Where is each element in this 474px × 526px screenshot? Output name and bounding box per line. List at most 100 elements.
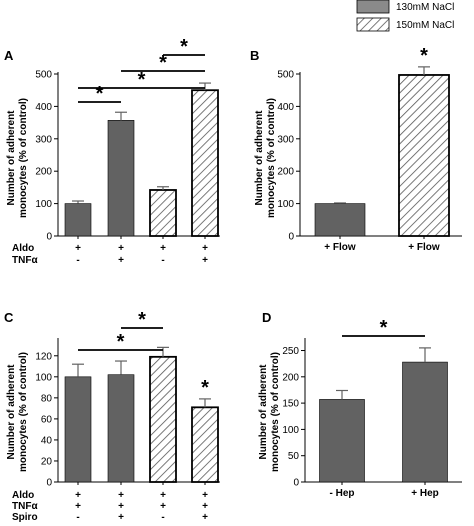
- condition-name: TNFα: [12, 255, 38, 266]
- condition-mark: +: [160, 490, 166, 501]
- legend-swatch-hatched: [356, 17, 390, 32]
- condition-mark: +: [202, 512, 208, 523]
- y-tick-label: 200: [35, 167, 52, 178]
- bar: [191, 89, 219, 237]
- x-tick-label: + Hep: [411, 488, 439, 499]
- ylabel-a: Number of adherentmonocytes (% of contro…: [6, 98, 29, 218]
- y-tick-label: 100: [282, 425, 299, 436]
- condition-mark: -: [161, 255, 164, 266]
- legend-label-hatched: 150mM NaCl: [396, 20, 454, 31]
- condition-name: TNFα: [12, 501, 38, 512]
- condition-name: Spiro: [12, 512, 38, 523]
- significance-star: *: [96, 83, 104, 105]
- ylabel-d-line2: monocytes (% of control): [270, 352, 281, 472]
- y-tick-label: 80: [41, 393, 53, 404]
- y-tick-label: 0: [46, 478, 52, 489]
- y-tick-label: 400: [277, 102, 294, 113]
- legend-label-solid: 130mM NaCl: [396, 2, 454, 13]
- panel-label-d: D: [262, 310, 271, 325]
- condition-mark: +: [202, 243, 208, 254]
- bar: [398, 74, 450, 237]
- bar: [64, 203, 92, 237]
- bar: [149, 355, 177, 483]
- bar: [64, 376, 92, 483]
- panel-b: 0 100 200 300 400 500 + Flow + Flow *: [277, 45, 462, 253]
- ylabel-a-line2: monocytes (% of control): [18, 98, 29, 218]
- y-tick-label: 400: [35, 102, 52, 113]
- ylabel-a-line1: Number of adherent: [6, 110, 17, 206]
- condition-mark: -: [76, 512, 79, 523]
- bar: [319, 399, 365, 483]
- condition-mark: +: [75, 501, 81, 512]
- condition-mark: +: [160, 243, 166, 254]
- legend-swatch-solid: [356, 0, 390, 14]
- ylabel-b-line2: monocytes (% of control): [266, 98, 277, 218]
- condition-name: Aldo: [12, 243, 34, 254]
- bar: [149, 189, 177, 237]
- significance-star: *: [117, 331, 125, 353]
- ylabel-b-line1: Number of adherent: [254, 110, 265, 206]
- significance-star: *: [159, 52, 167, 74]
- y-tick-label: 100: [277, 199, 294, 210]
- panel-label-b: B: [250, 48, 259, 63]
- condition-mark: -: [161, 512, 164, 523]
- x-tick-label: - Hep: [330, 488, 355, 499]
- ylabel-c-line1: Number of adherent: [6, 364, 17, 460]
- y-tick-label: 500: [277, 70, 294, 81]
- ylabel-d-line1: Number of adherent: [258, 364, 269, 460]
- condition-mark: +: [75, 243, 81, 254]
- significance-star: *: [180, 36, 188, 58]
- y-tick-label: 200: [277, 167, 294, 178]
- bar: [191, 406, 219, 483]
- condition-mark: +: [118, 512, 124, 523]
- condition-mark: +: [118, 255, 124, 266]
- condition-mark: +: [75, 490, 81, 501]
- condition-mark: +: [160, 501, 166, 512]
- panel-d: 0 50 100 150 200 250 - Hep + Hep *: [282, 317, 462, 499]
- significance-star: *: [138, 309, 146, 331]
- y-tick-label: 50: [288, 451, 300, 462]
- y-tick-label: 40: [41, 435, 53, 446]
- x-tick-label: + Flow: [408, 242, 440, 253]
- significance-star: *: [138, 69, 146, 91]
- ylabel-c: Number of adherentmonocytes (% of contro…: [6, 352, 29, 472]
- legend: 130mM NaCl 150mM NaCl: [356, 0, 454, 32]
- condition-mark: +: [118, 490, 124, 501]
- x-tick-label: + Flow: [324, 242, 356, 253]
- y-tick-label: 120: [35, 351, 52, 362]
- panel-label-c: C: [4, 310, 14, 325]
- condition-mark: +: [202, 490, 208, 501]
- y-tick-label: 150: [282, 399, 299, 410]
- significance-star: *: [380, 317, 388, 339]
- y-tick-label: 0: [288, 232, 294, 243]
- condition-mark: +: [118, 243, 124, 254]
- y-tick-label: 500: [35, 70, 52, 81]
- y-tick-label: 0: [46, 232, 52, 243]
- ylabel-d: Number of adherentmonocytes (% of contro…: [258, 352, 281, 472]
- condition-mark: +: [202, 255, 208, 266]
- bar: [107, 120, 135, 237]
- y-tick-label: 60: [41, 414, 53, 425]
- y-tick-label: 0: [293, 478, 299, 489]
- y-tick-label: 20: [41, 456, 53, 467]
- condition-mark: +: [202, 501, 208, 512]
- y-tick-label: 200: [282, 372, 299, 383]
- condition-name: Aldo: [12, 490, 34, 501]
- bar-star: *: [201, 377, 209, 399]
- y-tick-label: 250: [282, 346, 299, 357]
- y-tick-label: 300: [35, 134, 52, 145]
- bar-star: *: [420, 45, 428, 67]
- y-tick-label: 100: [35, 372, 52, 383]
- ylabel-b: Number of adherentmonocytes (% of contro…: [254, 98, 277, 218]
- condition-mark: +: [118, 501, 124, 512]
- y-tick-label: 100: [35, 199, 52, 210]
- bar: [314, 203, 366, 237]
- condition-mark: -: [76, 255, 79, 266]
- y-tick-label: 300: [277, 134, 294, 145]
- panel-label-a: A: [4, 48, 14, 63]
- ylabel-c-line2: monocytes (% of control): [18, 352, 29, 472]
